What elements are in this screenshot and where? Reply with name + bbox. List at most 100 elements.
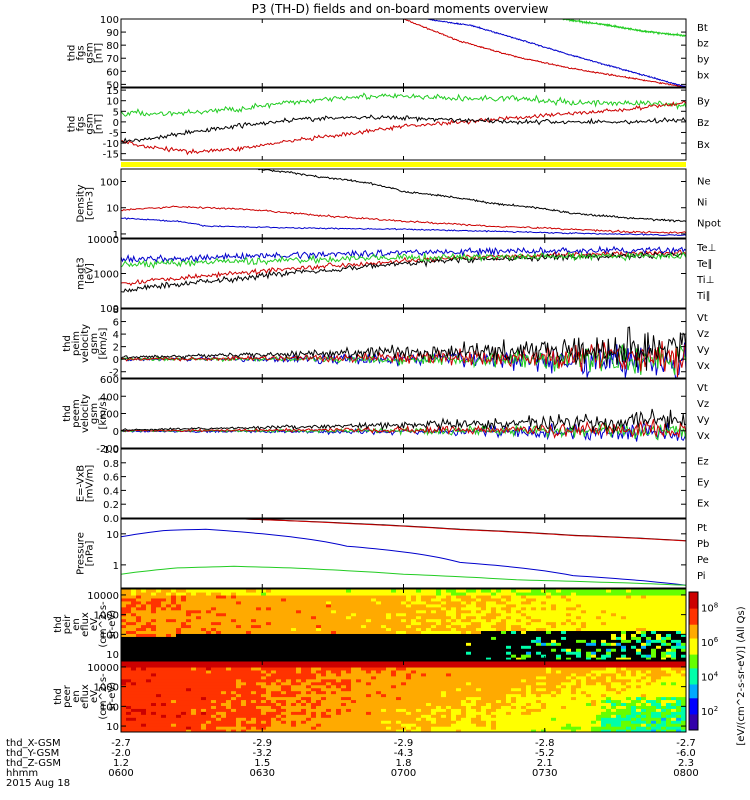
heatmap-cell: [486, 702, 492, 706]
series-Ti∥: [121, 251, 686, 269]
heatmap-cell: [606, 648, 612, 652]
heatmap-cell: [316, 624, 322, 629]
heatmap-cell: [166, 648, 172, 652]
heatmap-cell: [641, 624, 647, 629]
heatmap-cell: [131, 651, 137, 655]
heatmap-cell: [486, 636, 492, 640]
heatmap-cell: [341, 630, 347, 634]
heatmap-cell: [346, 627, 352, 632]
heatmap-cell: [461, 609, 467, 614]
heatmap-cell: [211, 687, 217, 692]
heatmap-cell: [436, 633, 442, 637]
heatmap-cell: [566, 589, 572, 593]
heatmap-cell: [641, 654, 647, 658]
heatmap-cell: [476, 627, 482, 632]
heatmap-cell: [361, 723, 367, 727]
heatmap-cell: [586, 657, 592, 660]
heatmap-cell: [436, 618, 442, 623]
heatmap-cell: [186, 666, 192, 671]
heatmap-cell: [286, 705, 292, 709]
heatmap-cell: [481, 597, 487, 602]
heatmap-cell: [416, 675, 422, 680]
heatmap-cell: [306, 681, 312, 686]
heatmap-cell: [316, 699, 322, 704]
heatmap-cell: [186, 729, 192, 732]
heatmap-cell: [401, 726, 407, 730]
heatmap-cell: [151, 594, 157, 599]
heatmap-cell: [486, 594, 492, 599]
heatmap-cell: [451, 672, 457, 677]
heatmap-cell: [361, 705, 367, 709]
heatmap-cell: [266, 621, 272, 626]
heatmap-cell: [161, 714, 167, 718]
legend-Npot: Npot: [697, 219, 721, 230]
heatmap-cell: [661, 589, 667, 593]
heatmap-cell: [576, 648, 582, 652]
heatmap-cell: [531, 624, 537, 629]
heatmap-cell: [126, 603, 132, 608]
heatmap-cell: [396, 603, 402, 608]
heatmap-cell: [226, 651, 232, 655]
heatmap-cell: [396, 717, 402, 721]
heatmap-cell: [351, 600, 357, 605]
heatmap-cell: [326, 693, 332, 698]
heatmap-cell: [346, 618, 352, 623]
heatmap-cell: [331, 612, 337, 617]
heatmap-cell: [331, 726, 337, 730]
heatmap-cell: [571, 654, 577, 658]
heatmap-cell: [601, 657, 607, 660]
heatmap-cell: [596, 627, 602, 632]
heatmap-cell: [291, 675, 297, 680]
heatmap-cell: [206, 642, 212, 646]
heatmap-cell: [286, 636, 292, 640]
heatmap-cell: [291, 591, 297, 596]
heatmap-cell: [661, 591, 667, 596]
heatmap-cell: [626, 645, 632, 649]
heatmap-cell: [436, 663, 442, 668]
heatmap-cell: [131, 696, 137, 701]
heatmap-cell: [396, 687, 402, 692]
heatmap-cell: [611, 609, 617, 614]
heatmap-cell: [581, 594, 587, 599]
heatmap-cell: [226, 603, 232, 608]
heatmap-cell: [656, 636, 662, 640]
heatmap-cell: [166, 633, 172, 637]
heatmap-cell: [311, 672, 317, 677]
heatmap-cell: [421, 678, 427, 683]
heatmap-cell: [256, 627, 262, 632]
heatmap-cell: [391, 589, 397, 593]
heatmap-cell: [486, 600, 492, 605]
heatmap-cell: [281, 699, 287, 704]
heatmap-cell: [641, 648, 647, 652]
heatmap-cell: [296, 589, 302, 593]
heatmap-cell: [236, 723, 242, 727]
heatmap-cell: [236, 589, 242, 593]
heatmap-cell: [346, 597, 352, 602]
heatmap-cell: [241, 687, 247, 692]
heatmap-cell: [121, 705, 127, 709]
heatmap-cell: [681, 639, 686, 643]
heatmap-cell: [646, 615, 652, 620]
heatmap-cell: [641, 645, 647, 649]
heatmap-cell: [481, 603, 487, 608]
heatmap-cell: [326, 589, 332, 593]
heatmap-cell: [406, 720, 412, 724]
heatmap-cell: [221, 669, 227, 674]
heatmap-cell: [426, 657, 432, 660]
heatmap-cell: [146, 702, 152, 706]
heatmap-cell: [171, 589, 177, 593]
heatmap-cell: [251, 648, 257, 652]
heatmap-cell: [366, 618, 372, 623]
heatmap-cell: [446, 621, 452, 626]
heatmap-cell: [391, 594, 397, 599]
heatmap-cell: [376, 639, 382, 643]
heatmap-cell: [481, 621, 487, 626]
heatmap-cell: [141, 636, 147, 640]
heatmap-cell: [346, 642, 352, 646]
y-axis-label-line: magt3: [76, 257, 87, 290]
heatmap-cell: [671, 597, 677, 602]
heatmap-cell: [371, 714, 377, 718]
heatmap-cell: [341, 624, 347, 629]
heatmap-cell: [321, 663, 327, 668]
heatmap-cell: [386, 690, 392, 695]
